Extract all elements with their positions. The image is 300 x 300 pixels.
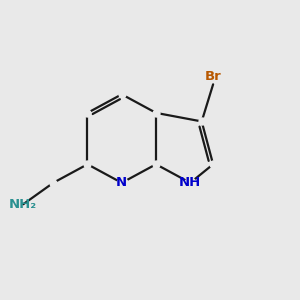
- Text: N: N: [116, 176, 127, 189]
- Text: NH: NH: [179, 176, 201, 189]
- Text: NH₂: NH₂: [9, 198, 37, 211]
- Text: Br: Br: [205, 70, 221, 83]
